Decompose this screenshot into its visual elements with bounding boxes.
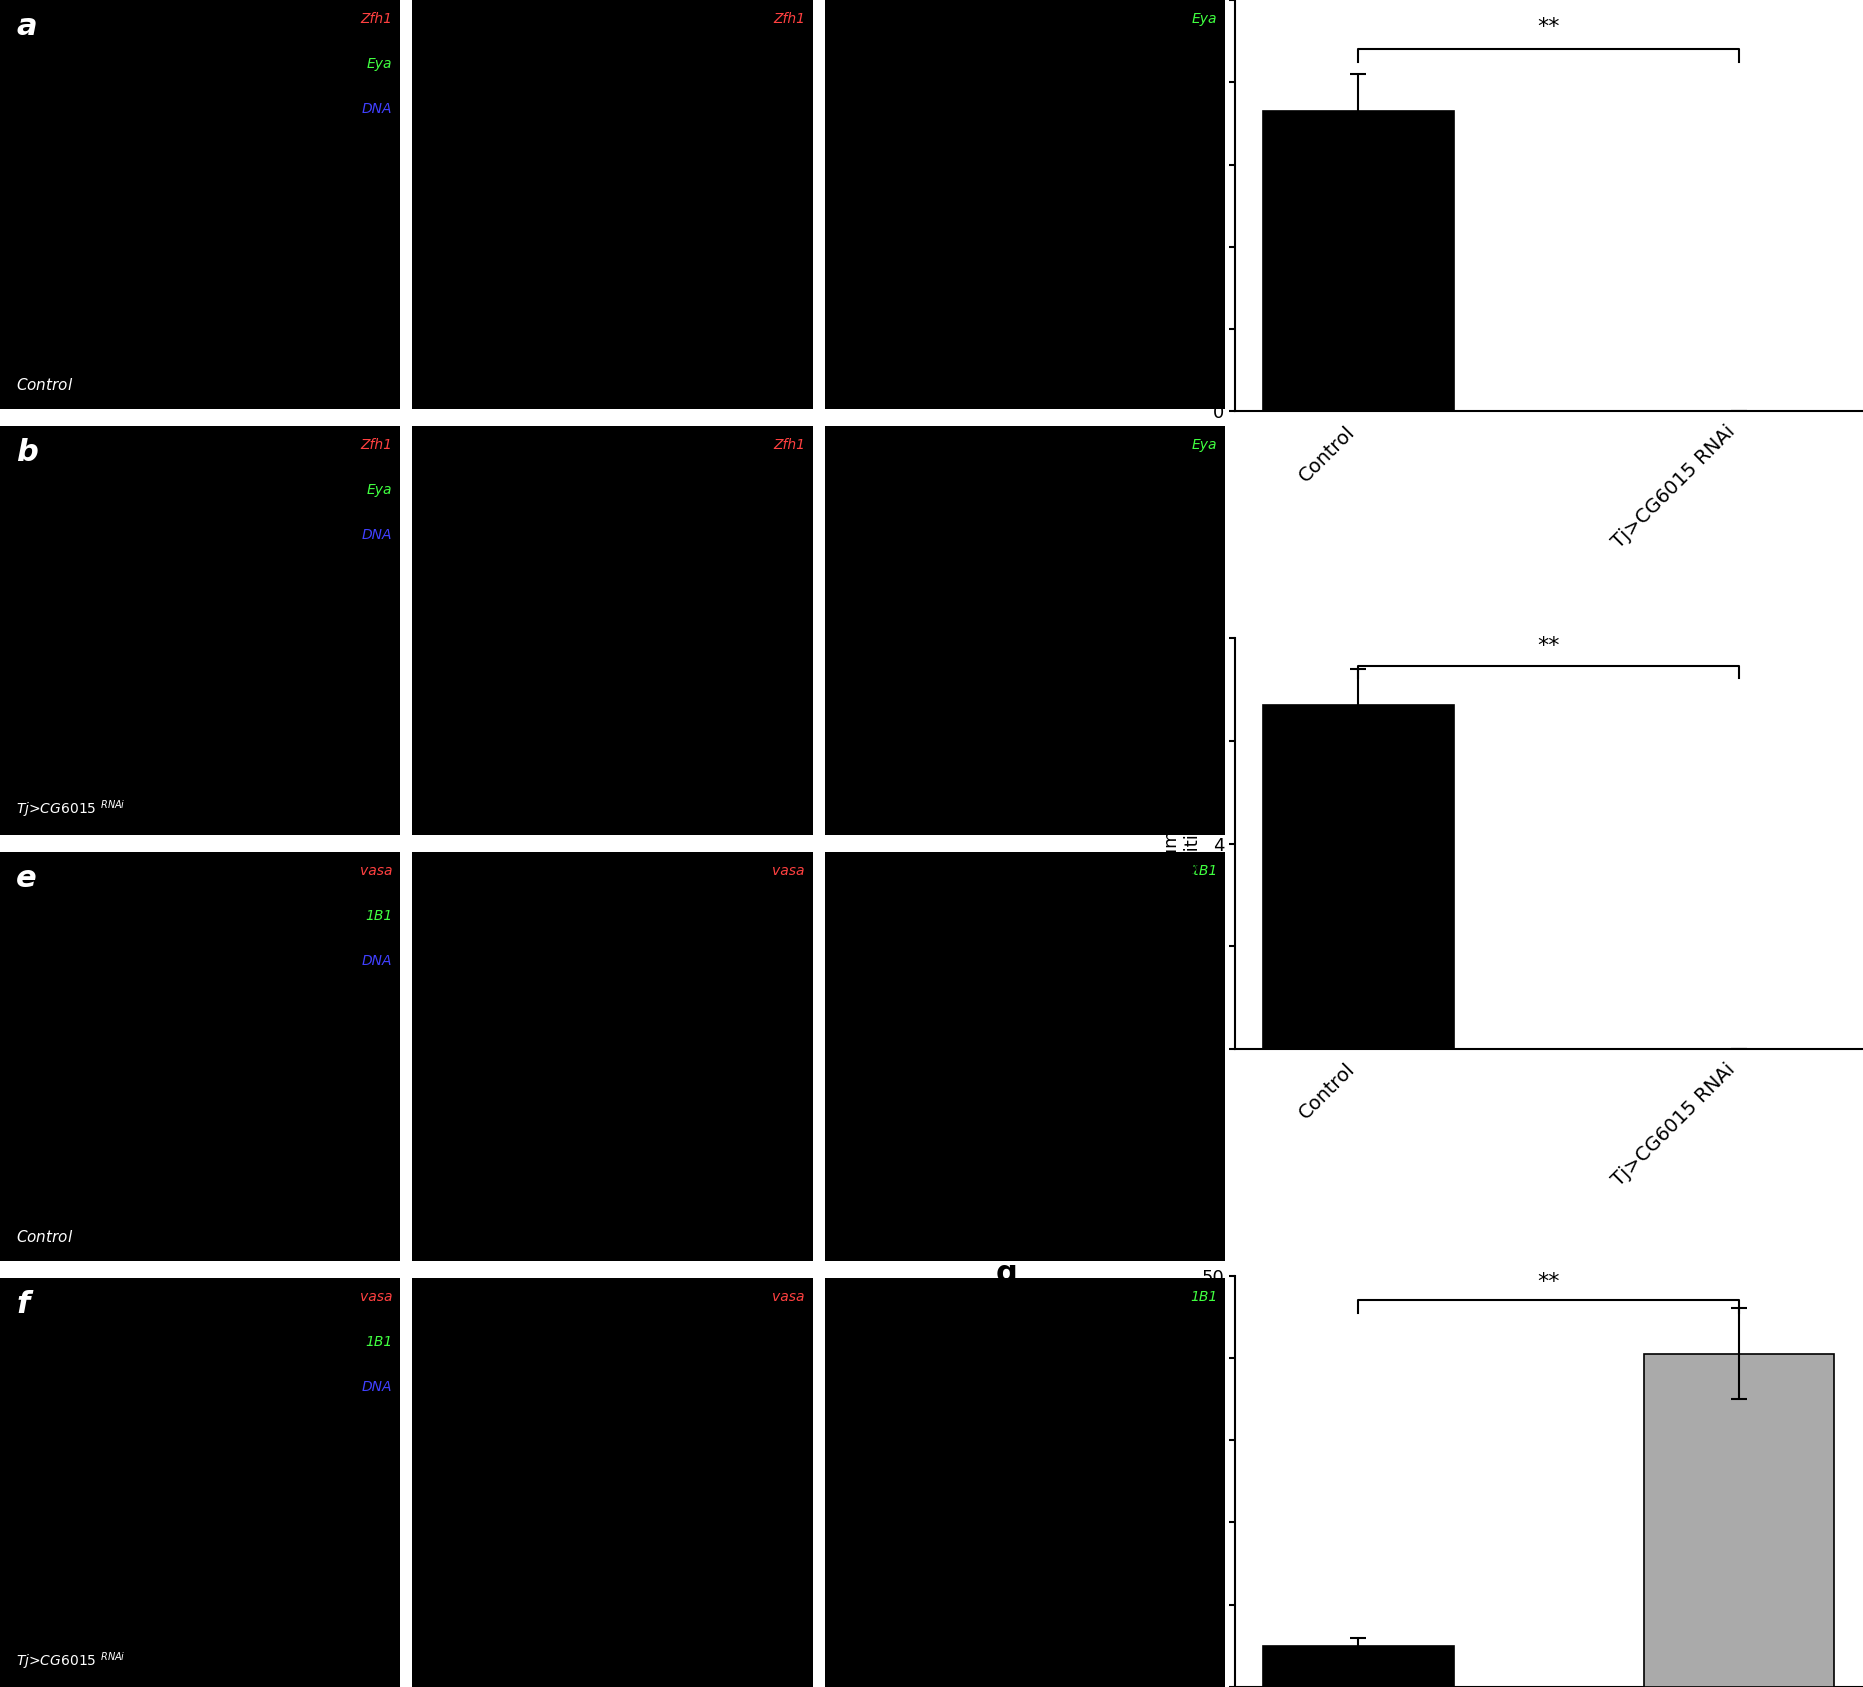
Text: Zfh1: Zfh1 [360, 439, 393, 452]
Text: b: b [17, 439, 37, 467]
Text: a: a [17, 12, 37, 40]
Text: g: g [997, 1259, 1017, 1289]
Text: Zfh1: Zfh1 [773, 12, 805, 27]
Text: DNA: DNA [361, 528, 393, 542]
Text: d: d [997, 621, 1017, 649]
Text: vasa: vasa [360, 864, 393, 877]
Y-axis label: The number of
Zfh1 positive cells: The number of Zfh1 positive cells [1151, 123, 1190, 288]
Text: Eya: Eya [1192, 439, 1217, 452]
Text: **: ** [1537, 17, 1559, 37]
Bar [1263, 111, 1453, 412]
Text: Zfh1: Zfh1 [773, 439, 805, 452]
Text: vasa: vasa [360, 1291, 393, 1304]
Bar [1263, 705, 1453, 1049]
Text: c: c [997, 0, 1013, 12]
Text: 1B1: 1B1 [1190, 864, 1217, 877]
Text: Eya: Eya [367, 57, 393, 71]
Text: $\it{Control}$: $\it{Control}$ [17, 1228, 73, 1245]
Text: $\it{Control}$: $\it{Control}$ [17, 378, 73, 393]
Bar [1643, 1353, 1835, 1687]
Text: $\it{Tj}$>$\it{CG6015}$ $^{\it{RNAi}}$: $\it{Tj}$>$\it{CG6015}$ $^{\it{RNAi}}$ [17, 1650, 125, 1670]
Text: DNA: DNA [361, 103, 393, 116]
Text: DNA: DNA [361, 1380, 393, 1393]
Text: vasa: vasa [773, 864, 805, 877]
Text: DNA: DNA [361, 955, 393, 968]
Text: 1B1: 1B1 [365, 909, 393, 923]
Text: $\it{Tj}$>$\it{CG6015}$ $^{\it{RNAi}}$: $\it{Tj}$>$\it{CG6015}$ $^{\it{RNAi}}$ [17, 798, 125, 818]
Text: Eya: Eya [1192, 12, 1217, 27]
Text: e: e [17, 864, 37, 892]
Bar [1263, 1647, 1453, 1687]
Text: 1B1: 1B1 [1190, 1291, 1217, 1304]
Text: 1B1: 1B1 [365, 1334, 393, 1350]
Text: Zfh1: Zfh1 [360, 12, 393, 27]
Text: Eya: Eya [367, 482, 393, 498]
Y-axis label: The number of pointed fusomes: The number of pointed fusomes [1172, 1336, 1190, 1626]
Text: **: ** [1537, 1272, 1559, 1292]
Text: vasa: vasa [773, 1291, 805, 1304]
Text: **: ** [1537, 636, 1559, 656]
Text: f: f [17, 1291, 30, 1319]
Y-axis label: The number of
Eya positive cells: The number of Eya positive cells [1163, 766, 1202, 921]
